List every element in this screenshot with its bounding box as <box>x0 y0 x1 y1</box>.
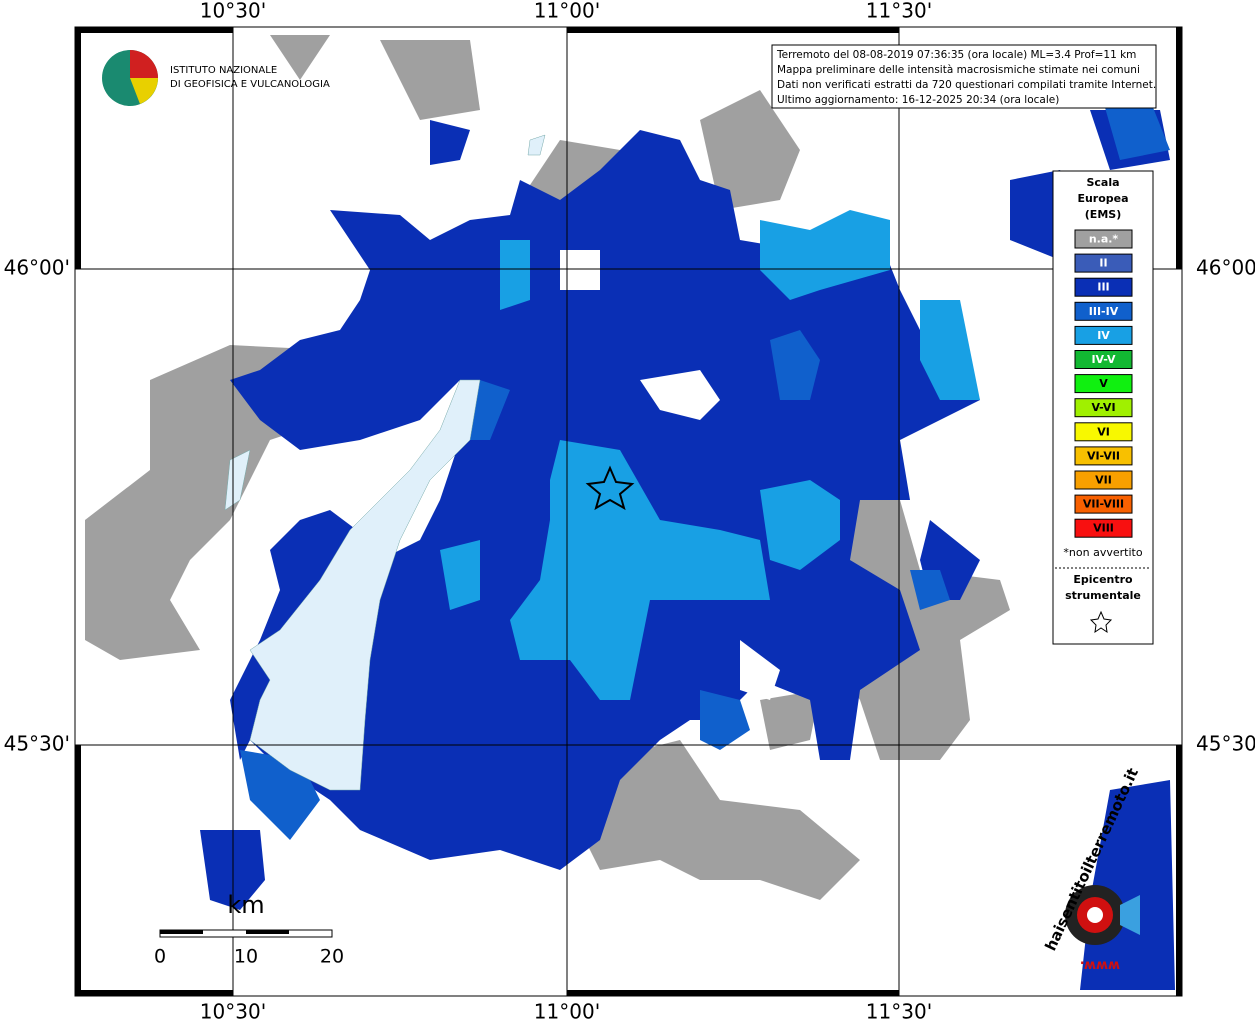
lon-label: 11°00' <box>534 1000 600 1024</box>
legend-note: *non avvertito <box>1063 546 1142 559</box>
legend-star <box>1089 610 1113 634</box>
legend-label: VIII <box>1093 522 1114 535</box>
legend-label: VII <box>1095 474 1112 487</box>
lat-label: 45°30' <box>4 732 70 756</box>
lon-label: 11°30' <box>866 0 932 23</box>
info-text: Terremoto del 08-08-2019 07:36:35 (ora l… <box>776 49 1156 106</box>
scale-label: 10 <box>234 946 258 968</box>
lon-label: 11°00' <box>534 0 600 23</box>
legend-swatch <box>1074 277 1133 297</box>
scale-label: 20 <box>320 946 344 968</box>
legend-swatch <box>1074 398 1133 418</box>
legend-label: III-IV <box>1089 305 1119 318</box>
legend-swatch <box>1074 253 1133 273</box>
lat-label: 46°00' <box>4 256 70 280</box>
legend-label: V-VI <box>1091 401 1115 414</box>
legend-label: II <box>1099 257 1107 270</box>
legend-epicenter: strumentale <box>1065 589 1141 602</box>
legend-label: n.a.* <box>1089 233 1119 246</box>
legend-swatch <box>1074 350 1133 369</box>
lat-label: 46°00' <box>1196 256 1255 280</box>
legend-label: IV-V <box>1091 353 1116 366</box>
lat-label: 45°30' <box>1196 732 1255 756</box>
scale-bar: km 0 10 20 <box>154 891 344 968</box>
lon-label: 10°30' <box>200 1000 266 1024</box>
legend-swatch <box>1074 518 1133 538</box>
info-line: Terremoto del 08-08-2019 07:36:35 (ora l… <box>776 49 1136 61</box>
watermark-text: www. <box>1080 958 1120 973</box>
epicenter-star <box>585 465 635 511</box>
legend-label: III <box>1097 281 1109 294</box>
info-line: Dati non verificati estratti da 720 ques… <box>777 79 1156 91</box>
legend-label: VII-VIII <box>1083 498 1124 511</box>
info-line: Mappa preliminare delle intensità macros… <box>777 64 1140 76</box>
legend-label: V <box>1099 377 1108 390</box>
legend: ScalaEuropea(EMS)n.a.*IIIIIIII-IVIVIV-VV… <box>1055 176 1151 634</box>
frame-bars <box>75 27 1182 996</box>
legend-label: IV <box>1097 329 1110 342</box>
logo-text: ISTITUTO NAZIONALE <box>170 65 277 76</box>
legend-swatch <box>1074 374 1133 394</box>
info-line: Ultimo aggiornamento: 16-12-2025 20:34 (… <box>777 94 1059 106</box>
map-regions <box>85 35 1175 990</box>
legend-epicenter: Epicentro <box>1073 573 1133 586</box>
legend-swatch <box>1074 229 1133 249</box>
scale-unit: km <box>227 891 264 919</box>
legend-swatch <box>1074 446 1133 466</box>
legend-title: Scala <box>1086 176 1119 189</box>
scale-label: 0 <box>154 946 166 968</box>
legend-label: VI-VII <box>1087 449 1120 462</box>
legend-swatch <box>1074 325 1133 345</box>
inqv-logo: ISTITUTO NAZIONALE DI GEOFISICA E VULCAN… <box>102 50 330 106</box>
legend-swatch <box>1074 494 1133 514</box>
lon-label: 10°30' <box>200 0 266 23</box>
coordinate-labels: 10°30' 10°30' 11°00' 11°00' 11°30' 11°30' 46°0… <box>4 0 1255 1024</box>
graticule <box>75 27 1182 996</box>
legend-title: (EMS) <box>1085 208 1121 221</box>
legend-swatch <box>1074 422 1133 442</box>
legend-label: VI <box>1097 425 1110 438</box>
legend-swatch <box>1074 301 1133 321</box>
logo-text: DI GEOFISICA E VULCANOLOGIA <box>170 79 330 90</box>
info-box <box>771 44 1157 109</box>
legend-swatch <box>1074 470 1133 490</box>
legend-title: Europea <box>1077 192 1128 205</box>
lon-label: 11°30' <box>866 1000 932 1024</box>
